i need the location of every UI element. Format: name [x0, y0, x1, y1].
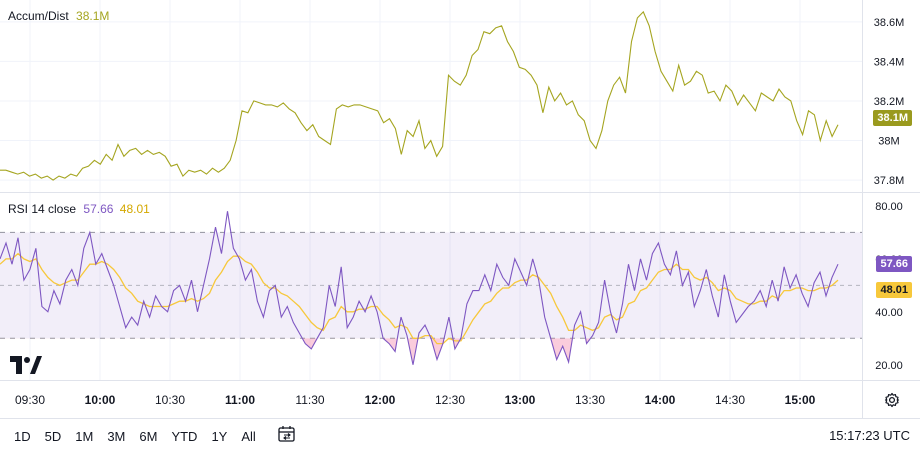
time-tick-label: 13:00 — [505, 393, 536, 407]
utc-clock[interactable]: 15:17:23 UTC — [829, 428, 910, 443]
rsi-title: RSI 14 close — [8, 202, 77, 216]
time-axis: 09:30 10:00 10:30 11:00 11:30 12:00 12:30 13:00… — [15, 393, 816, 407]
y-axis-top: 38.6M 38.4M 38.2M 38M 37.8M — [874, 17, 905, 187]
range-all-button[interactable]: All — [241, 428, 256, 444]
rsi-ma-line[interactable] — [0, 252, 839, 345]
accum-dist-axis-tick: 38.4M — [874, 56, 905, 68]
range-1d-button[interactable]: 1D — [14, 428, 31, 444]
time-tick-label: 11:30 — [295, 393, 324, 407]
accum-dist-axis-tick: 37.8M — [874, 175, 905, 187]
rsi-axis-tick: 20.00 — [875, 360, 903, 372]
rsi-ma-value: 48.01 — [119, 202, 150, 216]
time-tick-label: 09:30 — [15, 393, 45, 407]
time-tick-label: 10:00 — [85, 393, 116, 407]
grid — [0, 0, 920, 418]
accum-dist-line[interactable] — [0, 10, 839, 181]
rsi-axis-tick: 80.00 — [875, 201, 903, 213]
range-6m-button[interactable]: 6M — [139, 428, 158, 444]
accum-dist-value: 38.1M — [76, 9, 110, 23]
rsi-legend[interactable]: RSI 14 close 57.66 48.01 — [8, 202, 150, 216]
rsi-axis-tick: 40.00 — [875, 307, 903, 319]
range-5d-button[interactable]: 5D — [44, 428, 62, 444]
rsi-ma-price-badge: 48.01 — [876, 282, 912, 298]
accum-dist-axis-tick: 38.2M — [874, 96, 905, 108]
rsi-band-fill — [0, 232, 862, 339]
time-tick-label: 14:30 — [715, 393, 745, 407]
range-1m-button[interactable]: 1M — [75, 428, 94, 444]
time-tick-label: 15:00 — [785, 393, 816, 407]
accum-dist-axis-tick: 38M — [878, 136, 899, 148]
rsi-line[interactable] — [0, 211, 839, 365]
time-tick-label: 11:00 — [225, 393, 255, 407]
rsi-pane — [0, 211, 862, 365]
range-3m-button[interactable]: 3M — [107, 428, 126, 444]
range-ytd-button[interactable]: YTD — [171, 428, 198, 444]
time-tick-label: 10:30 — [155, 393, 185, 407]
time-tick-label: 12:00 — [365, 393, 396, 407]
rsi-value: 57.66 — [83, 202, 114, 216]
range-selector: 1D 5D 1M 3M 6M YTD 1Y All — [0, 429, 263, 444]
accum-dist-axis-tick: 38.6M — [874, 17, 905, 29]
accum-dist-price-badge: 38.1M — [873, 110, 912, 126]
time-tick-label: 12:30 — [435, 393, 465, 407]
rsi-oversold-fill — [302, 338, 591, 365]
calendar-replay-icon[interactable] — [277, 425, 297, 448]
rsi-price-badge: 57.66 — [876, 256, 912, 272]
bottom-toolbar: 1D 5D 1M 3M 6M YTD 1Y All 15:17:23 UTC — [0, 418, 920, 453]
time-tick-label: 13:30 — [575, 393, 605, 407]
accum-dist-title: Accum/Dist — [8, 9, 69, 23]
gear-icon[interactable] — [884, 392, 900, 413]
tradingview-logo-icon[interactable] — [10, 356, 42, 379]
accum-dist-pane — [0, 10, 839, 181]
range-1y-button[interactable]: 1Y — [211, 428, 228, 444]
accum-dist-legend[interactable]: Accum/Dist 38.1M — [8, 9, 109, 23]
time-tick-label: 14:00 — [645, 393, 676, 407]
